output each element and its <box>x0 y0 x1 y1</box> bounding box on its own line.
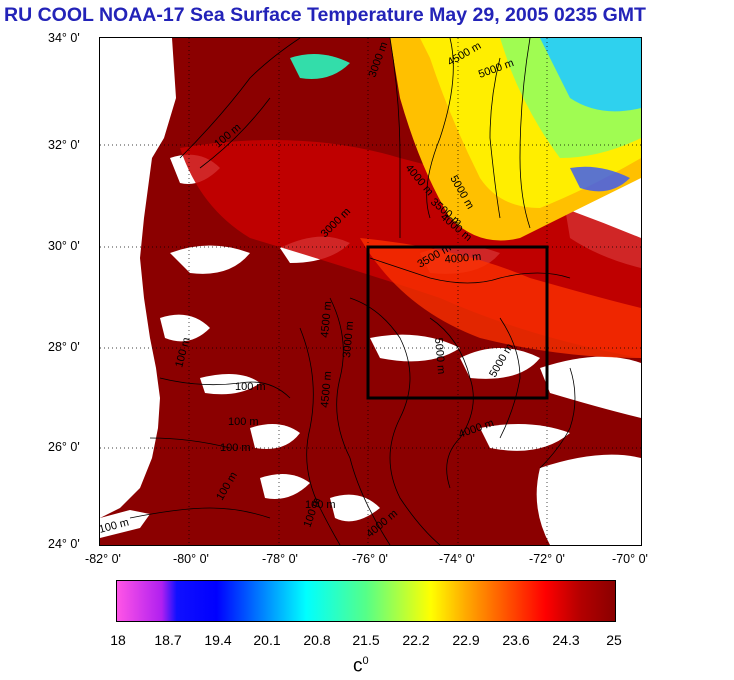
lat-label: 30° 0' <box>48 239 80 253</box>
colorbar-tick: 20.1 <box>253 632 281 648</box>
sst-map-canvas: 5000 m 4500 m 4000 m 3000 m 5000 m 4000 … <box>100 38 641 545</box>
sst-map: 5000 m 4500 m 4000 m 3000 m 5000 m 4000 … <box>99 37 642 546</box>
lat-label: 24° 0' <box>48 537 80 551</box>
colorbar-tick: 22.9 <box>452 632 480 648</box>
cool-patch-blue <box>570 166 630 192</box>
cool-patch-north <box>290 54 350 79</box>
cool-water-cyan <box>540 38 641 112</box>
bathymetry-contours <box>129 38 576 545</box>
lon-label: -76° 0' <box>352 552 388 566</box>
colorbar-tick: 18 <box>110 632 126 648</box>
colorbar-tick: 21.5 <box>352 632 380 648</box>
colorbar-tick: 20.8 <box>303 632 331 648</box>
lon-label: -72° 0' <box>529 552 565 566</box>
map-title: RU COOL NOAA-17 Sea Surface Temperature … <box>4 4 646 26</box>
contour-label: 4500 m <box>319 301 334 339</box>
contour-label: 5000 m <box>432 337 447 375</box>
unit-base: c <box>353 655 363 677</box>
graticule <box>100 38 641 545</box>
lat-label: 28° 0' <box>48 340 80 354</box>
contour-label: 3000 m <box>341 321 356 359</box>
colorbar-unit: c0 <box>353 655 369 677</box>
colorbar-tick: 18.7 <box>154 632 182 648</box>
lat-label: 26° 0' <box>48 440 80 454</box>
lat-label: 32° 0' <box>48 138 80 152</box>
contour-label: 4500 m <box>319 371 334 409</box>
colorbar-tick: 25 <box>606 632 622 648</box>
contour-label: 100 m <box>235 381 266 393</box>
contour-label: 4000 m <box>444 251 482 266</box>
colorbar-tick: 22.2 <box>402 632 430 648</box>
lon-label: -74° 0' <box>439 552 475 566</box>
lon-label: -80° 0' <box>173 552 209 566</box>
orange-band <box>360 238 641 358</box>
unit-sup: 0 <box>362 655 369 667</box>
lon-label: -82° 0' <box>85 552 121 566</box>
lat-label: 34° 0' <box>48 31 80 45</box>
lon-label: -78° 0' <box>262 552 298 566</box>
colorbar <box>116 580 616 622</box>
colorbar-tick: 19.4 <box>204 632 232 648</box>
contour-label: 100 m <box>220 442 251 454</box>
colorbar-tick: 23.6 <box>502 632 530 648</box>
lon-label: -70° 0' <box>612 552 648 566</box>
land-mainland <box>100 38 176 518</box>
contour-label: 100 m <box>228 416 259 428</box>
land-keys <box>100 510 150 538</box>
contour-label: 100 m <box>305 499 336 511</box>
study-box <box>366 245 549 400</box>
colorbar-tick: 24.3 <box>552 632 580 648</box>
